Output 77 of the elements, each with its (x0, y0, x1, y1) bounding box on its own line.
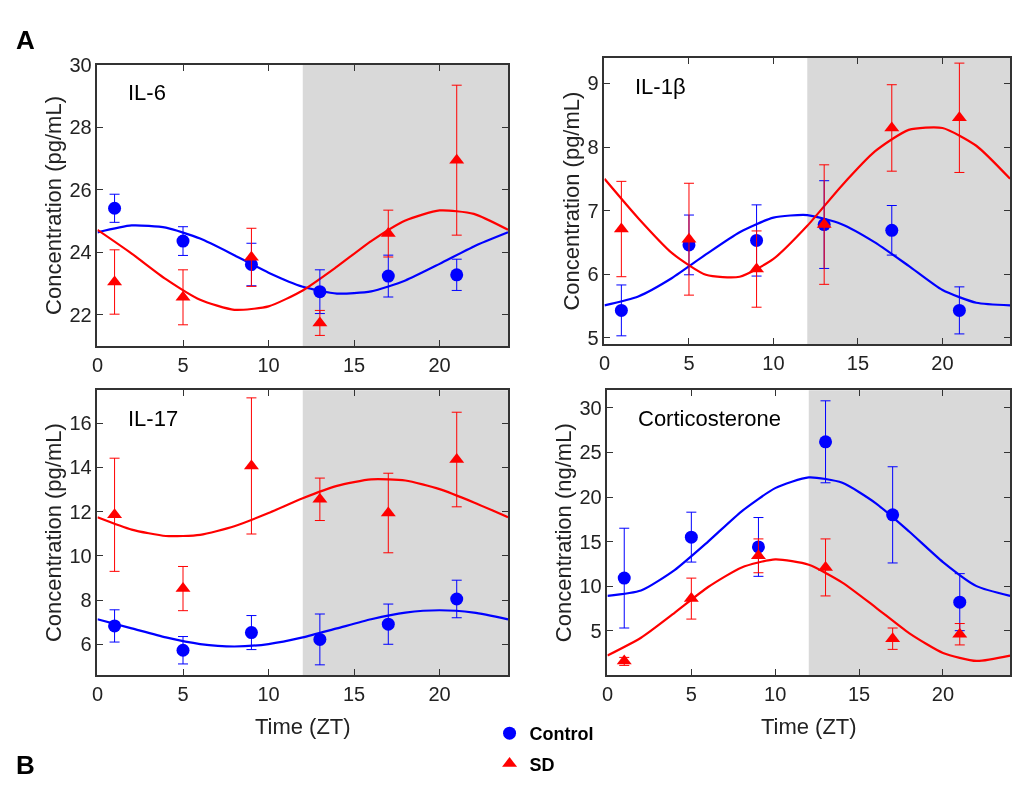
point (450, 268, 464, 282)
point (381, 617, 395, 631)
y-tick-label: 12 (69, 500, 92, 523)
x-tick-label: 20 (931, 682, 955, 705)
point (381, 269, 395, 283)
x-tick-label: 10 (257, 353, 280, 376)
point (313, 285, 327, 299)
y-tick-label: 6 (80, 633, 92, 656)
text: B (16, 750, 35, 780)
text: IL-1β (635, 74, 686, 99)
y-tick-label: 26 (69, 178, 92, 201)
y-tick-label: 25 (579, 441, 602, 464)
point (684, 530, 698, 544)
point (450, 592, 464, 606)
y-tick-label: 7 (587, 199, 599, 222)
point (952, 303, 966, 317)
x-tick-label: 5 (685, 682, 697, 705)
y-tick-label: 8 (587, 136, 599, 159)
y-tick-label: 30 (69, 53, 92, 76)
x-tick-label: 5 (177, 682, 189, 705)
point (617, 571, 631, 585)
y-tick-label: 28 (69, 116, 92, 139)
text: IL-17 (128, 406, 179, 431)
y-tick-label: 10 (579, 575, 602, 598)
y-tick-label: 10 (69, 544, 92, 567)
x-tick-label: 15 (342, 682, 366, 705)
point (108, 619, 122, 633)
x-tick-label: 15 (847, 682, 871, 705)
y-tick-label: 30 (579, 396, 602, 419)
x-tick-label: 15 (342, 353, 366, 376)
line-series (97, 224, 509, 295)
y-tick-label: 14 (69, 456, 92, 479)
point (244, 626, 258, 640)
y-axis-title: Concentration (pg/mL) (558, 91, 584, 311)
x-tick-label: 0 (91, 353, 104, 376)
x-tick-label: 10 (764, 682, 787, 705)
x-tick-label: 10 (257, 682, 280, 705)
legend-label: Control (529, 724, 594, 745)
point (886, 508, 900, 522)
point (885, 223, 899, 237)
point (614, 303, 628, 317)
point (108, 201, 122, 215)
x-tick-label: 5 (683, 351, 695, 374)
point (819, 435, 833, 449)
y-axis-title: Concentration (pg/mL) (40, 96, 66, 315)
y-tick-label: 24 (69, 241, 92, 264)
y-tick-label: 6 (587, 263, 599, 286)
x-tick-label: 20 (931, 351, 954, 374)
y-tick-label: 5 (590, 619, 602, 642)
text: IL-6 (128, 80, 166, 105)
y-tick-label: 22 (69, 303, 92, 326)
y-axis-title: Concentration (pg/mL) (40, 423, 66, 643)
x-tick-label: 20 (428, 353, 451, 376)
y-tick-label: 8 (80, 589, 92, 612)
y-tick-label: 5 (587, 326, 599, 349)
point (313, 632, 327, 646)
text: Corticosterone (638, 406, 782, 431)
x-tick-label: 15 (846, 351, 870, 374)
y-tick-label: 15 (579, 530, 602, 553)
y-tick-label: 16 (69, 412, 92, 435)
point (750, 233, 764, 247)
y-axis-title: Concentration (ng/mL) (550, 423, 576, 643)
point (953, 595, 967, 609)
legend-label: SD (529, 754, 555, 775)
y-tick-label: 9 (587, 72, 599, 95)
text: A (16, 25, 35, 55)
x-tick-label: 20 (428, 682, 451, 705)
y-tick-label: 20 (579, 486, 602, 509)
x-tick-label: 0 (601, 682, 614, 705)
point (176, 234, 190, 248)
x-axis-title: Time (ZT) (254, 714, 351, 740)
x-tick-label: 0 (598, 351, 611, 374)
x-tick-label: 0 (91, 682, 104, 705)
x-axis-title: Time (ZT) (760, 714, 857, 740)
x-tick-label: 5 (177, 353, 189, 376)
point (176, 643, 190, 657)
x-tick-label: 10 (762, 351, 785, 374)
